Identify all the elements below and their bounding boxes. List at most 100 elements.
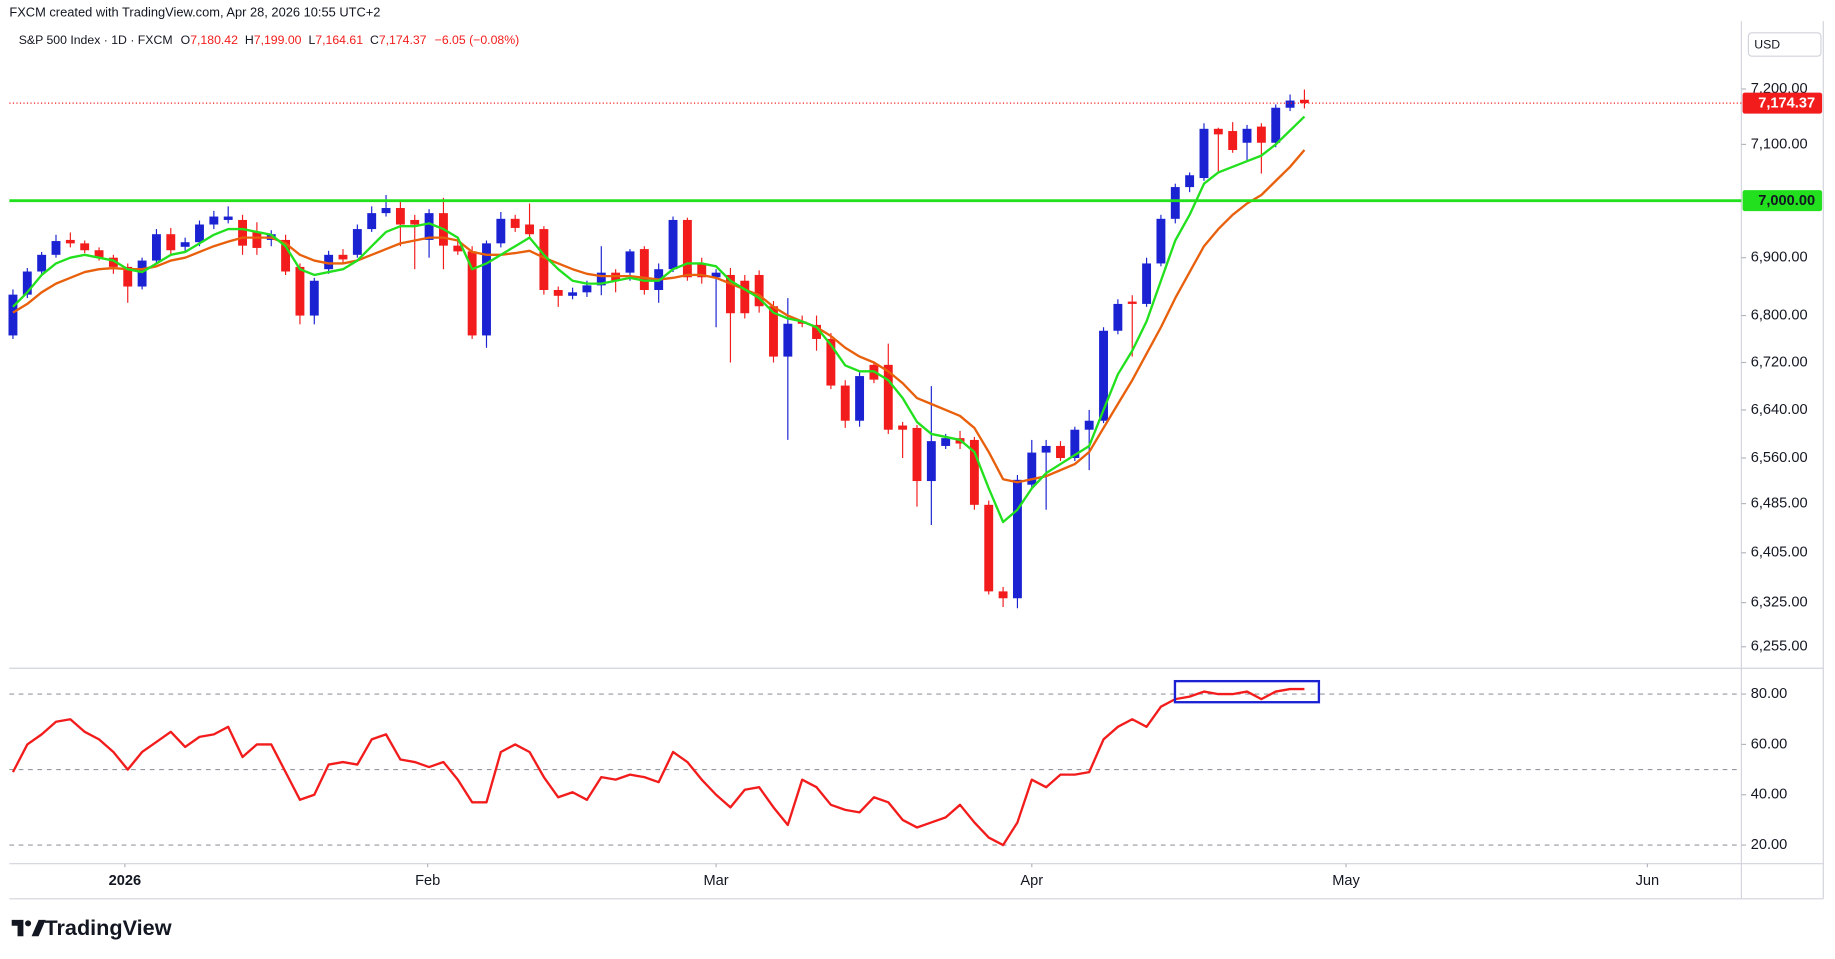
legend-value: 7,199.00 [254,33,302,47]
y-tick-label: 6,640.00 [1751,402,1808,418]
candle-body [1299,99,1309,104]
candle-body [941,438,951,446]
candle-body [367,213,377,230]
x-tick-label: Jun [1636,873,1660,889]
candle-body [539,229,549,291]
candle-body [381,208,391,214]
candle-body [754,274,764,307]
candle-body [238,219,247,246]
rsi-line [11,687,1305,847]
y-tick-label: 6,325.00 [1751,595,1808,611]
candle-body [1242,128,1252,143]
candle-body [912,427,922,482]
candle-body [65,239,75,244]
legend-value: 7,180.42 [190,33,238,47]
x-tick-label: Mar [704,873,729,889]
legend-value: 7,174.37 [379,33,427,47]
currency-label[interactable]: USD [1754,37,1780,51]
legend-key: O [181,33,191,47]
candle-body [223,216,233,220]
logo-icon [11,919,24,937]
candle-body [1170,187,1180,219]
candle-body [352,229,362,255]
candle-body [252,231,262,248]
legend-key: L [308,33,315,47]
y-tick-label: 6,485.00 [1751,495,1808,511]
candle-body [37,254,47,272]
legend-change: −6.05 (−0.08%) [435,33,520,47]
y-tick-label: 6,800.00 [1751,307,1808,323]
candle-body [195,224,204,243]
candle-body [209,216,219,225]
candle-body [625,251,635,273]
y-tick-label: 6,560.00 [1751,450,1808,466]
plot-layer: 2026 Feb Mar Apr May Jun 6,255.00 6,325.00 6,405… [8,81,1823,889]
candle-body [582,285,592,293]
candle-body [123,266,133,287]
candle-body [309,280,319,316]
candle-body [410,219,420,225]
candle-body [1056,445,1065,459]
candle-body [568,292,578,296]
legend-key: C [370,33,379,47]
candle-body [740,280,750,314]
candle-body [639,249,649,291]
moving-average-line [12,115,1306,524]
candle-body [596,272,606,286]
symbol: S&P 500 Index · 1D · FXCM [19,33,173,47]
candle-body [898,425,908,430]
candle-body [969,439,979,505]
candle-body [1142,263,1152,304]
y-tick-label: 40.00 [1751,787,1788,803]
candle-body [467,251,477,336]
candle-body [1099,330,1108,421]
candle-body [424,213,434,240]
candle-body [496,218,506,244]
candle-body [840,385,850,421]
candle-body [1285,100,1295,108]
candle-body [1113,303,1123,331]
last-price-box [1742,92,1823,114]
candle-body [1156,218,1166,264]
candle-body [166,234,176,251]
x-tick-label: May [1332,873,1360,889]
candle-body [855,376,865,421]
candle-body [1199,128,1209,179]
candle-body [725,274,735,314]
candle-body [1027,452,1037,485]
candle-body [94,250,104,258]
candle-body [395,208,405,225]
candle-body [826,338,836,386]
candle-body [51,241,61,255]
candle-body [812,324,821,339]
candle-body [1256,126,1266,143]
candle-body [769,306,778,357]
y-tick-label: 6,900.00 [1751,250,1808,266]
candle-body [1213,128,1223,135]
candle-body [1271,107,1281,143]
logo: TradingView [11,915,172,940]
x-tick-label: Feb [415,873,440,889]
candle-body [1127,301,1137,304]
candle-body [8,294,18,336]
annotation-box [1173,679,1321,704]
candle-body [1185,175,1195,188]
candle-body [783,323,793,357]
candle-body [80,243,90,251]
logo-icon [31,919,46,937]
candle-body [668,219,678,270]
candle-body [883,364,893,430]
horizontal-line-box [1742,190,1823,212]
candle-body [1228,131,1238,151]
candle-body [338,254,348,260]
horizontal-line-label: 7,000.00 [1758,193,1815,209]
candle-body [998,591,1008,599]
candle-body [1012,479,1022,599]
candle-body [22,271,32,295]
currency-box[interactable] [1747,32,1822,57]
candle-body [682,219,692,278]
y-tick-label: 6,720.00 [1751,354,1808,370]
y-tick-label: 6,405.00 [1751,545,1808,561]
